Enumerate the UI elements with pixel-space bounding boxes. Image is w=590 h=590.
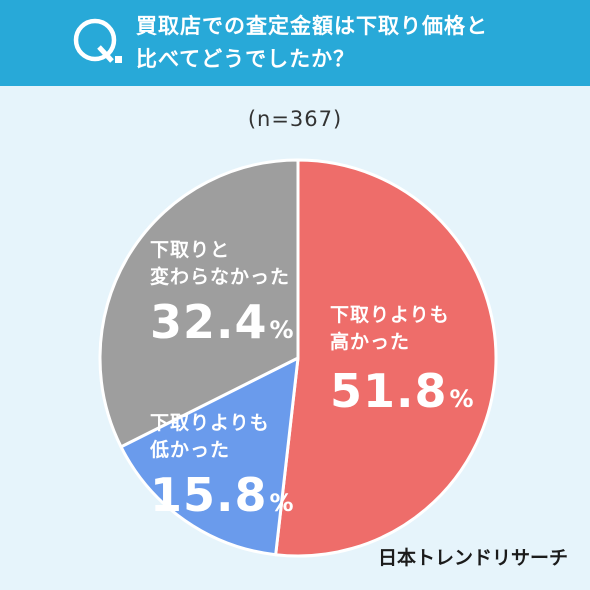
question-title-line2: 比べてどうでしたか？ xyxy=(136,47,356,71)
question-title-line1: 買取店での査定金額は下取り価格と xyxy=(136,14,488,38)
slice-label-higher: 下取りよりも 高かった 51.8% xyxy=(330,302,475,424)
slice-label-same: 下取りと 変わらなかった 32.4% xyxy=(150,237,295,355)
slice-label-line2: 変わらなかった xyxy=(150,266,291,288)
slice-percent: 15.8% xyxy=(150,470,295,528)
pie-slice-higher xyxy=(274,158,498,558)
question-title: 買取店での査定金額は下取り価格と 比べてどうでしたか？ xyxy=(136,10,536,76)
slice-unit: % xyxy=(269,489,295,517)
slice-value: 15.8 xyxy=(150,468,268,522)
question-mark-icon xyxy=(70,12,128,74)
slice-label-line1: 下取りよりも xyxy=(330,304,450,326)
slice-unit: % xyxy=(449,385,475,413)
slice-percent: 32.4% xyxy=(150,297,295,355)
slice-label-line1: 下取りよりも xyxy=(150,412,270,434)
brand-logo: 日本トレンドリサーチ xyxy=(377,547,568,569)
slice-label-line2: 高かった xyxy=(330,331,411,353)
slice-value: 51.8 xyxy=(330,364,448,418)
sample-size: (n=367) xyxy=(247,107,343,131)
slice-value: 32.4 xyxy=(150,295,268,349)
slice-label-lower: 下取りよりも 低かった 15.8% xyxy=(150,410,295,528)
slice-percent: 51.8% xyxy=(330,366,475,424)
pie-slice-same xyxy=(98,158,300,449)
slice-label-line2: 低かった xyxy=(150,439,231,461)
pie-slice-lower xyxy=(119,356,300,557)
question-header: 買取店での査定金額は下取り価格と 比べてどうでしたか？ xyxy=(0,0,590,86)
slice-unit: % xyxy=(269,316,295,344)
slice-label-line1: 下取りと xyxy=(150,239,231,261)
